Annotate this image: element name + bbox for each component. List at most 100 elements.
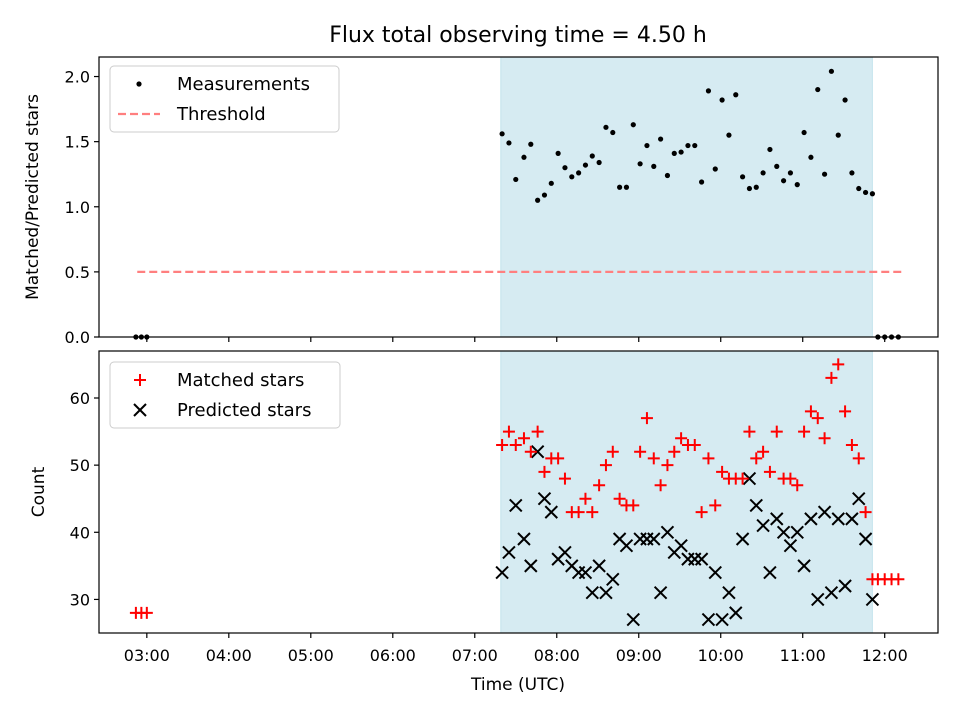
top-legend: Measurements Threshold xyxy=(109,65,340,133)
legend-label-measurements: Measurements xyxy=(177,74,310,95)
matched-star-point xyxy=(517,432,530,445)
predicted-star-point xyxy=(804,512,818,526)
bottom-legend-box xyxy=(109,361,341,429)
matched-star-point xyxy=(558,472,571,485)
matched-star-point xyxy=(709,499,722,512)
measurement-point xyxy=(760,170,766,176)
measurement-point xyxy=(774,163,780,169)
matched-star-point xyxy=(496,439,509,451)
matched-star-point xyxy=(839,405,852,418)
bottom-ytick-label: 60 xyxy=(70,389,90,408)
measurement-point xyxy=(637,161,643,167)
bottom-xtick-label: 05:00 xyxy=(288,646,334,665)
predicted-star-point xyxy=(865,592,880,607)
predicted-star-point xyxy=(647,532,661,546)
measurement-point xyxy=(610,129,616,136)
top-x-axis-ticks xyxy=(146,337,886,342)
measurement-point xyxy=(535,197,541,203)
matched-star-point xyxy=(606,445,619,458)
matched-star-point xyxy=(579,492,592,505)
measurement-point xyxy=(821,171,828,177)
predicted-star-point xyxy=(495,565,509,580)
measurement-point xyxy=(664,172,671,179)
measurement-point xyxy=(705,88,712,94)
measurement-point xyxy=(719,97,725,103)
measurement-point xyxy=(603,124,609,130)
predicted-star-point xyxy=(653,586,668,600)
predicted-star-point xyxy=(858,532,873,546)
matched-star-point xyxy=(593,479,606,492)
measurement-point xyxy=(528,141,534,147)
matched-star-point xyxy=(852,452,865,465)
matched-star-point xyxy=(716,465,729,478)
predicted-star-point xyxy=(756,518,770,533)
measurement-point xyxy=(658,136,664,142)
predicted-star-point xyxy=(797,559,811,573)
matched-star-point xyxy=(502,425,515,438)
matched-star-point xyxy=(892,573,905,586)
measurement-point xyxy=(671,150,677,156)
predicted-star-point xyxy=(578,565,593,580)
measurement-point xyxy=(815,86,821,93)
bottom-x-axis-ticks: 03:00 04:00 05:00 06:00 07:00 08:00 09:00 10:00… xyxy=(124,633,908,665)
legend-dot-icon xyxy=(136,81,142,87)
measurement-point xyxy=(842,97,848,103)
top-y-axis-ticks: 0.0 0.5 1.0 1.5 2.0 xyxy=(65,68,99,347)
predicted-star-point xyxy=(708,565,722,580)
matched-star-point xyxy=(599,459,612,472)
measurement-point xyxy=(548,180,554,186)
measurement-points xyxy=(133,68,901,340)
predicted-star-point xyxy=(817,505,832,519)
measurement-point xyxy=(589,153,595,159)
matched-star-point xyxy=(509,439,522,451)
predicted-star-point xyxy=(701,612,716,627)
chart-title: Flux total observing time = 4.50 h xyxy=(329,23,707,48)
measurement-point xyxy=(787,170,794,176)
predicted-star-point xyxy=(742,471,757,486)
bottom-xtick-label: 03:00 xyxy=(124,646,170,665)
predicted-star-point xyxy=(619,539,634,553)
predicted-star-point xyxy=(530,445,545,459)
measurement-point xyxy=(555,150,561,156)
measurement-point xyxy=(856,185,862,192)
measurement-point xyxy=(506,140,512,146)
matched-star-point xyxy=(688,439,701,451)
measurement-point xyxy=(692,142,698,149)
predicted-star-point xyxy=(838,579,852,593)
matched-star-point xyxy=(552,452,565,465)
measurement-point xyxy=(801,129,807,136)
predicted-star-point xyxy=(674,539,688,553)
matched-star-point xyxy=(572,506,585,519)
matched-star-point xyxy=(845,439,858,451)
predicted-star-point xyxy=(811,592,825,607)
predicted-star-point xyxy=(735,532,750,546)
bottom-axes-frame xyxy=(98,350,939,634)
measurement-point xyxy=(753,184,759,190)
predicted-star-point xyxy=(626,612,640,627)
predicted-star-point xyxy=(763,565,777,580)
observing-window-shade xyxy=(500,56,873,338)
matched-star-point xyxy=(661,459,674,472)
matched-star-point xyxy=(811,412,824,425)
measurement-point xyxy=(685,142,691,149)
x-axis-label: Time (UTC) xyxy=(470,675,565,695)
matched-star-point xyxy=(695,506,708,519)
matched-star-point xyxy=(634,445,647,458)
predicted-star-point xyxy=(783,539,798,553)
matched-star-point xyxy=(798,425,811,438)
measurement-point xyxy=(869,191,876,197)
matched-star-point xyxy=(675,432,688,445)
measurement-point xyxy=(746,185,753,192)
bottom-xtick-label: 08:00 xyxy=(534,646,580,665)
matched-star-point xyxy=(538,465,551,478)
predicted-star-point xyxy=(831,512,845,526)
measurement-point xyxy=(521,154,527,160)
measurement-point xyxy=(576,170,582,176)
ratio-panel: 0.00.51.01.52.0 Matched/Predicted stars … xyxy=(23,56,939,347)
matched-star-point xyxy=(804,405,817,418)
measurement-point xyxy=(596,159,602,166)
top-axes-frame xyxy=(98,56,939,338)
measurement-point xyxy=(862,189,869,196)
predicted-star-point xyxy=(544,505,559,519)
predicted-star-point xyxy=(852,492,866,506)
